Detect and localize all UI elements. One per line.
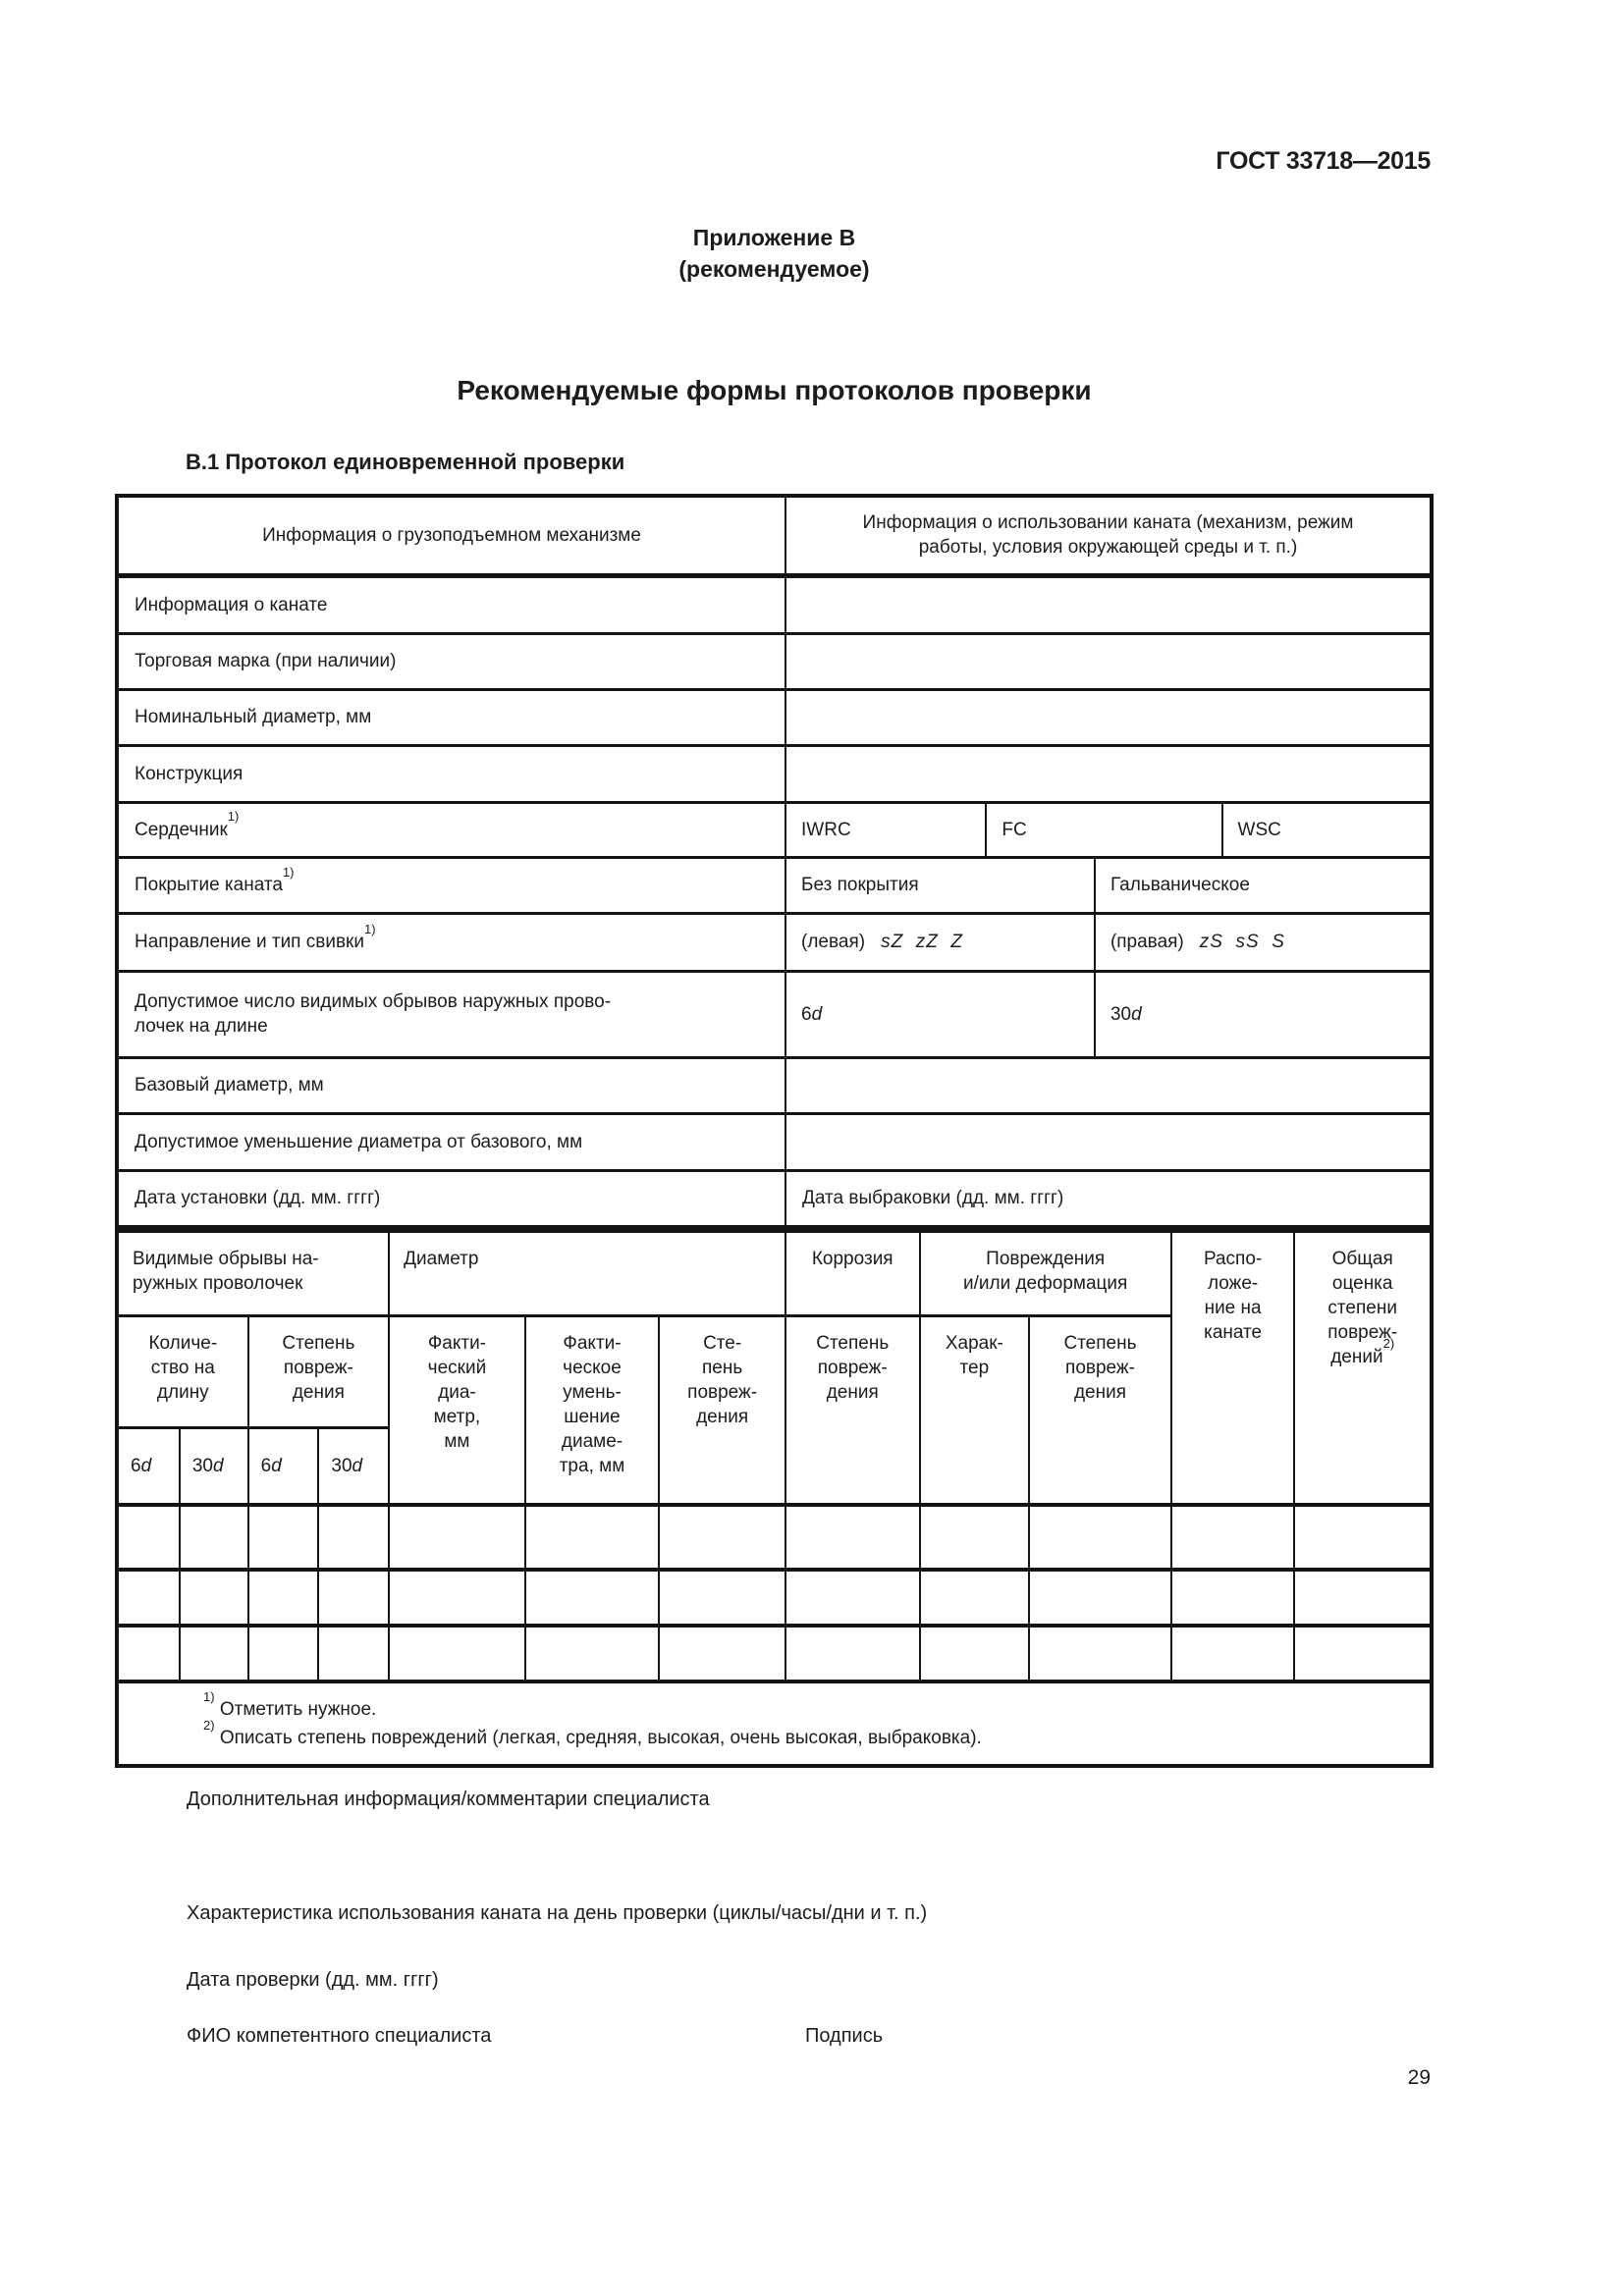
specialist-name-label: ФИО компетентного специалиста — [187, 2025, 492, 2047]
discard-date-label: Дата выбраковки (дд. мм. гггг) — [785, 1168, 1433, 1228]
appendix-note: Приложение В (рекомендуемое) — [115, 222, 1434, 285]
group-visible-breaks: Видимые обрывы на- ружных проволочек — [115, 1228, 391, 1317]
grid-data-row — [116, 1568, 1433, 1628]
header-right: Информация о использовании каната (механ… — [785, 494, 1433, 578]
col-overall: Общая оценка степени повреж- дений2) — [1293, 1228, 1433, 1507]
core-option-iwrc: IWRC — [785, 800, 988, 859]
footnote-ref-2: 2) — [1382, 1336, 1395, 1352]
lay-right-cell: (правая) zS sS S — [1093, 911, 1434, 973]
table-row: Базовый диаметр, мм — [115, 1055, 1433, 1115]
table-row: Информация о грузоподъемном механизме Ин… — [115, 494, 1433, 578]
info-table: Информация о грузоподъемном механизме Ин… — [115, 494, 1434, 1228]
inspection-grid: Видимые обрывы на- ружных проволочек Диа… — [115, 1227, 1434, 1768]
group-damage: Повреждения и/или деформация — [918, 1228, 1172, 1317]
sub-damage-degree: Степень повреж- дения — [246, 1313, 391, 1429]
allowed-breaks-30d: 30d — [1093, 969, 1434, 1059]
check-date-label: Дата проверки (дд. мм. гггг) — [187, 1969, 439, 1991]
coating-label: Покрытие каната1) — [115, 855, 787, 915]
construction-field — [785, 743, 1433, 804]
sub-actual-diameter: Факти- ческий диа- метр, мм — [388, 1313, 526, 1507]
table-row: Торговая марка (при наличии) — [115, 631, 1433, 691]
page-number: 29 — [1407, 2066, 1431, 2089]
footnote-1: 1) Отметить нужное. — [203, 1688, 377, 1720]
allowed-reduction-field — [785, 1111, 1433, 1172]
allowed-breaks-label: Допустимое число видимых обрывов наружны… — [115, 969, 787, 1059]
footnotes-cell: 1) Отметить нужное. 2) Описать степень п… — [116, 1680, 1433, 1768]
rope-info-field — [785, 573, 1433, 635]
protocol-form: Информация о грузоподъемном механизме Ин… — [115, 494, 1434, 1768]
sub-character: Харак- тер — [918, 1313, 1031, 1507]
lay-right-codes: zS sS S — [1199, 932, 1285, 952]
sub-damage-degree-2: Степень повреж- дения — [1028, 1313, 1172, 1507]
base-diameter-label: Базовый диаметр, мм — [115, 1055, 787, 1115]
additional-info-label: Дополнительная информация/комментарии сп… — [187, 1789, 710, 1810]
grid-header-row-subs: Количе- ство на длину Степень повреж- де… — [116, 1313, 1432, 1507]
header-left: Информация о грузоподъемном механизме — [115, 494, 787, 578]
grid-data-row — [116, 1624, 1433, 1683]
footnote-ref-1: 1) — [282, 864, 295, 880]
sub-actual-reduction: Факти- ческое умень- шение диаме- тра, м… — [523, 1313, 661, 1507]
lay-left-cell: (левая) sZ zZ Z — [785, 911, 1096, 973]
table-row: Направление и тип свивки1) (левая) sZ zZ … — [115, 911, 1434, 973]
footnotes-row: 1) Отметить нужное. 2) Описать степень п… — [116, 1680, 1433, 1768]
page-title: Рекомендуемые формы протоколов проверки — [457, 375, 1092, 405]
trade-mark-field — [785, 631, 1433, 691]
col-30d: 30d — [317, 1425, 391, 1507]
col-6d: 6d — [116, 1425, 181, 1507]
grid-header-row-d: 6d 30d 6d 30d — [116, 1425, 1432, 1507]
col-location: Распо- ложе- ние на канате — [1169, 1228, 1296, 1507]
install-date-label: Дата установки (дд. мм. гггг) — [115, 1168, 787, 1228]
table-row: Информация о канате — [115, 573, 1433, 635]
group-diameter: Диаметр — [388, 1228, 786, 1317]
allowed-reduction-label: Допустимое уменьшение диаметра от базово… — [115, 1111, 787, 1172]
core-option-wsc: WSC — [1220, 800, 1434, 859]
appendix-title: Приложение В — [692, 225, 856, 250]
rope-info-label: Информация о канате — [115, 573, 787, 635]
allowed-breaks-6d: 6d — [785, 969, 1096, 1059]
sub-quantity: Количе- ство на длину — [116, 1313, 249, 1429]
section-heading: В.1 Протокол единовременной проверки — [186, 450, 625, 474]
construction-label: Конструкция — [115, 743, 787, 804]
lay-left-codes: sZ zZ Z — [881, 932, 963, 952]
footnote-ref-1: 1) — [227, 809, 240, 825]
appendix-subtitle: (рекомендуемое) — [678, 256, 870, 282]
col-30d: 30d — [178, 1425, 249, 1507]
core-option-fc: FC — [985, 800, 1223, 859]
footnote-2: 2) Описать степень повреждений (легкая, … — [203, 1717, 982, 1748]
grid-data-row — [116, 1503, 1433, 1572]
group-corrosion: Коррозия — [784, 1228, 921, 1317]
table-row: Покрытие каната1) Без покрытия Гальванич… — [115, 855, 1434, 915]
sub-degree-short: Сте- пень повреж- дения — [658, 1313, 786, 1507]
table-row: Дата установки (дд. мм. гггг) Дата выбра… — [115, 1168, 1433, 1228]
base-diameter-field — [785, 1055, 1433, 1115]
sub-corrosion-degree: Степень повреж- дения — [784, 1313, 921, 1507]
coating-option-galvanic: Гальваническое — [1093, 855, 1434, 915]
signature-label: Подпись — [805, 2025, 884, 2047]
nominal-diameter-field — [785, 687, 1433, 747]
trade-mark-label: Торговая марка (при наличии) — [115, 631, 787, 691]
table-row: Номинальный диаметр, мм — [115, 687, 1433, 747]
coating-option-none: Без покрытия — [785, 855, 1096, 915]
table-row: Конструкция — [115, 743, 1433, 804]
table-row: Допустимое уменьшение диаметра от базово… — [115, 1111, 1433, 1172]
grid-header-row-groups: Видимые обрывы на- ружных проволочек Диа… — [115, 1228, 1433, 1507]
usage-characteristic-label: Характеристика использования каната на д… — [187, 1902, 928, 1924]
nominal-diameter-label: Номинальный диаметр, мм — [115, 687, 787, 747]
core-label: Сердечник1) — [115, 800, 787, 859]
doc-number: ГОСТ 33718—2015 — [1216, 147, 1431, 175]
footnote-ref-1: 1) — [363, 921, 376, 936]
table-row: Сердечник1) IWRC FC WSC — [115, 800, 1434, 859]
lay-label: Направление и тип свивки1) — [115, 911, 787, 973]
col-6d: 6d — [246, 1425, 320, 1507]
table-row: Допустимое число видимых обрывов наружны… — [115, 969, 1434, 1059]
